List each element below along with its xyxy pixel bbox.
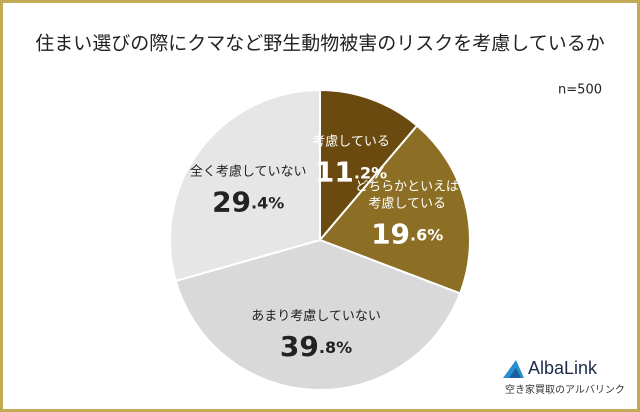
slice-label: 全く考慮していない [190,163,307,179]
value-label: 29.4% [212,186,284,219]
chart-title: 住まい選びの際にクマなど野生動物被害のリスクを考慮しているか [35,33,604,55]
logo: AlbaLink 空き家買取のアルバリンク [503,358,625,396]
pie-slice [318,124,471,295]
slice-label: あまり考慮していない [251,308,381,323]
logo-icon-inner [509,368,521,378]
slice-label: どちらかといえば考慮している [355,179,459,211]
sample-size: n=500 [558,83,602,98]
value-label: 39.8% [280,330,352,363]
pie-slice [319,88,419,243]
value-label: 19.6% [371,218,443,251]
logo-name: AlbaLink [528,358,598,378]
pie [169,88,471,391]
slice-label: 考慮している [312,134,390,149]
value-label: 11.2% [315,156,387,189]
pie-slice [169,88,321,283]
pie-slice [174,238,462,391]
logo-tagline: 空き家買取のアルバリンク [505,383,625,396]
